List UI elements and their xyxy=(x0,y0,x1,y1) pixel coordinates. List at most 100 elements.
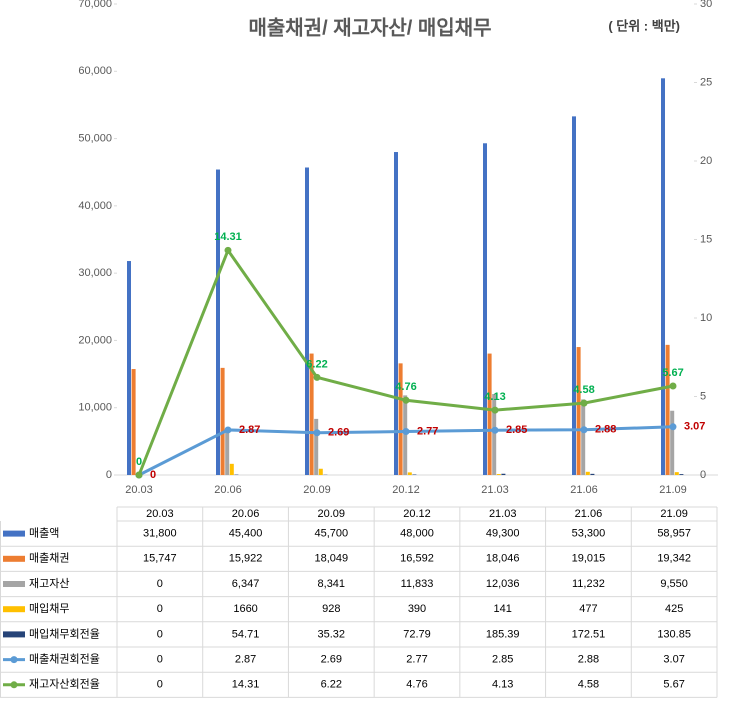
table-cell: 390 xyxy=(408,603,426,615)
table-cell: 0 xyxy=(157,628,163,640)
line-point xyxy=(669,382,677,390)
x-tick-label: 20.09 xyxy=(303,484,331,496)
bar xyxy=(225,432,230,475)
x-tick-label: 21.03 xyxy=(481,484,509,496)
bar xyxy=(572,116,576,476)
table-cell: 15,922 xyxy=(229,553,263,565)
data-label: 3.07 xyxy=(684,421,705,433)
table-cell: 19,342 xyxy=(657,553,691,565)
bar xyxy=(309,353,314,475)
legend-swatch xyxy=(3,581,25,587)
table-cell: 130.85 xyxy=(657,628,691,640)
bar xyxy=(576,347,581,475)
data-label: 2.88 xyxy=(595,424,616,436)
data-label: 6.22 xyxy=(306,358,327,370)
bar xyxy=(131,369,136,475)
legend-label: 재고자산회전율 xyxy=(29,678,100,691)
y2-tick-label: 0 xyxy=(700,469,706,481)
table-cell: 2.77 xyxy=(406,654,427,666)
data-label: 2.77 xyxy=(417,425,438,437)
table-cell: 31,800 xyxy=(143,528,177,540)
table-cell: 35.32 xyxy=(318,628,346,640)
table-cell: 18,046 xyxy=(486,553,520,565)
line-point xyxy=(224,426,232,434)
table-cell: 0 xyxy=(157,603,163,615)
bar xyxy=(487,353,492,475)
bar xyxy=(314,418,319,475)
table-cell: 15,747 xyxy=(143,553,177,565)
table-cell: 185.39 xyxy=(486,628,520,640)
table-cell: 2.87 xyxy=(235,654,256,666)
legend-label: 재고자산 xyxy=(29,577,69,590)
bar xyxy=(305,167,309,476)
line-point xyxy=(313,429,321,437)
table-cell: 3.07 xyxy=(663,654,684,666)
table-cell: 9,550 xyxy=(660,578,688,590)
table-header: 21.03 xyxy=(489,508,517,520)
data-label: 4.58 xyxy=(573,384,594,396)
table-cell: 4.58 xyxy=(578,679,599,691)
y-tick-label: 60,000 xyxy=(78,65,112,77)
legend-label: 매출채권회전율 xyxy=(29,653,100,666)
y-tick-label: 0 xyxy=(106,469,112,481)
bar xyxy=(318,468,323,475)
table-cell: 6.22 xyxy=(321,679,342,691)
table-cell: 18,049 xyxy=(314,553,348,565)
data-label: 2.85 xyxy=(506,424,527,436)
bar xyxy=(496,474,501,475)
line-point xyxy=(224,246,232,254)
data-label: 4.13 xyxy=(484,391,505,403)
line-point xyxy=(669,423,677,431)
bar xyxy=(674,472,679,475)
line-point xyxy=(135,471,143,479)
y2-tick-label: 10 xyxy=(700,312,712,324)
data-label: 14.31 xyxy=(214,231,242,243)
table-cell: 14.31 xyxy=(232,679,260,691)
table-cell: 1660 xyxy=(233,603,257,615)
bar xyxy=(492,394,497,475)
bar xyxy=(407,472,412,475)
table-header: 20.03 xyxy=(146,508,174,520)
table-cell: 53,300 xyxy=(572,528,606,540)
legend-label: 매출채권 xyxy=(29,552,69,565)
x-tick-label: 20.12 xyxy=(392,484,420,496)
bar xyxy=(661,78,665,475)
line-point xyxy=(580,426,588,434)
bar xyxy=(216,169,220,475)
table-cell: 16,592 xyxy=(400,553,434,565)
chart-title: 매출채권/ 재고자산/ 매입채무 xyxy=(248,16,491,39)
table-cell: 12,036 xyxy=(486,578,520,590)
bar xyxy=(585,471,590,475)
bar xyxy=(483,143,487,475)
data-label: 0 xyxy=(136,456,142,468)
legend-label: 매입채무 xyxy=(29,602,69,615)
bar xyxy=(398,363,403,475)
bar xyxy=(394,152,398,475)
y-tick-label: 30,000 xyxy=(78,267,112,279)
x-tick-label: 20.03 xyxy=(125,484,153,496)
legend-marker xyxy=(10,656,18,664)
table-cell: 5.67 xyxy=(663,679,684,691)
legend-label: 매입채무회전율 xyxy=(29,627,100,640)
table-cell: 45,700 xyxy=(314,528,348,540)
table-header: 20.09 xyxy=(318,508,346,520)
table-header: 20.06 xyxy=(232,508,260,520)
table-cell: 48,000 xyxy=(400,528,434,540)
table-cell: 928 xyxy=(322,603,340,615)
y2-tick-label: 30 xyxy=(700,0,712,10)
table-header: 21.09 xyxy=(660,508,688,520)
bar xyxy=(581,399,586,475)
y-tick-label: 20,000 xyxy=(78,334,112,346)
table-cell: 49,300 xyxy=(486,528,520,540)
table-cell: 54.71 xyxy=(232,628,260,640)
line-point xyxy=(313,373,321,381)
legend-swatch xyxy=(3,555,25,562)
line-point xyxy=(402,428,410,436)
line-point xyxy=(491,426,499,434)
data-label: 2.87 xyxy=(239,424,260,436)
legend-swatch xyxy=(3,631,25,638)
data-label: 5.67 xyxy=(662,367,683,379)
table-cell: 2.85 xyxy=(492,654,513,666)
table-cell: 8,341 xyxy=(318,578,346,590)
bar xyxy=(403,395,408,475)
